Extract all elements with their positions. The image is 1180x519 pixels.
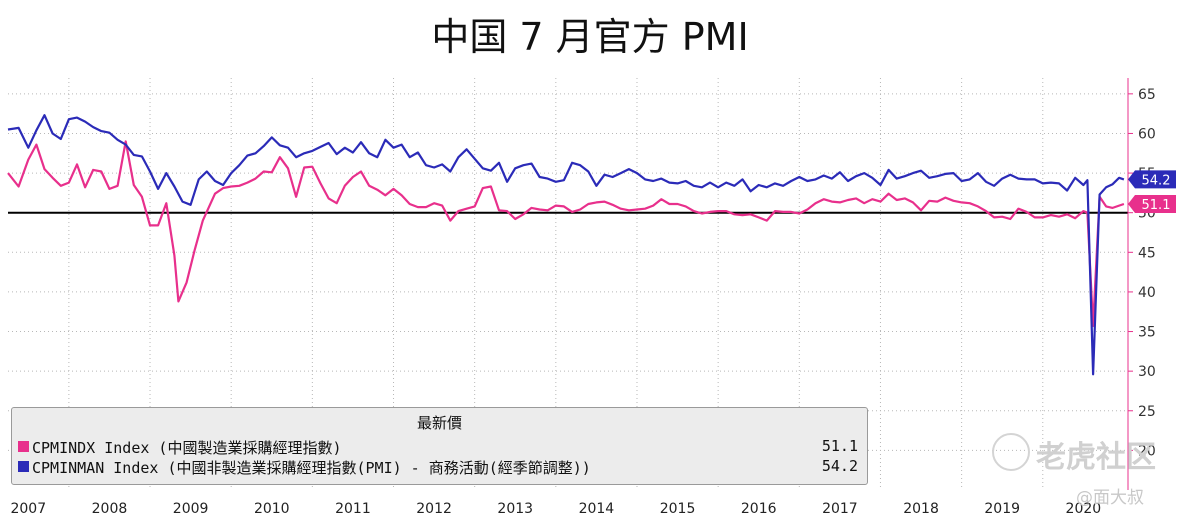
last-value-tag-bg-cpmindx [1128,194,1176,213]
chart-title: 中国 7 月官方 PMI [431,15,749,59]
x-tick-label-2017: 2017 [822,501,858,517]
series-line-cpminman [7,114,1125,376]
watermark-logo-icon [992,433,1030,471]
y-tick-label-60: 60 [1138,126,1156,142]
legend-label-cpmindx: CPMINDX Index (中國製造業採購經理指數) [32,439,342,457]
legend-swatch-cpmindx [18,441,29,452]
legend-header: 最新價 [416,414,462,432]
y-tick-label-45: 45 [1138,245,1156,261]
y-tick-label-25: 25 [1138,404,1156,420]
y-tick-label-20: 20 [1138,443,1156,459]
watermark-brand: 老虎社区 [1036,440,1156,475]
legend-item-cpminman: CPMINMAN Index (中國非製造業採購經理指數(PMI) - 商務活動… [18,457,858,477]
x-tick-label-2015: 2015 [660,501,696,517]
watermark-handle: @面大叔 [1076,488,1144,508]
legend-value-cpminman: 54.2 [821,457,858,475]
x-tick-label-2012: 2012 [416,501,452,517]
y-tick-label-40: 40 [1138,285,1156,301]
x-tick-label-2020: 2020 [1066,501,1102,517]
last-value-tag-cpmindx: 51.1 [1128,194,1176,213]
y-tick-label-35: 35 [1138,325,1156,341]
last-value-label-cpminman: 54.2 [1142,173,1171,188]
x-tick-label-2011: 2011 [335,501,371,517]
x-tick-label-2014: 2014 [579,501,615,517]
x-tick-label-2010: 2010 [254,501,290,517]
x-tick-label-2013: 2013 [497,501,533,517]
y-tick-label-30: 30 [1138,364,1156,380]
legend-item-cpmindx: CPMINDX Index (中國製造業採購經理指數) 51.1 [18,437,858,457]
last-value-label-cpmindx: 51.1 [1142,198,1171,213]
x-tick-label-2016: 2016 [741,501,777,517]
legend-label-cpminman: CPMINMAN Index (中國非製造業採購經理指數(PMI) - 商務活動… [32,459,591,477]
legend-swatch-cpminman [18,461,29,472]
x-tick-label-2019: 2019 [984,501,1020,517]
x-tick-label-2007: 2007 [10,501,46,517]
series-line-cpmindx [7,140,1125,328]
legend-box: 最新價 CPMINDX Index (中國製造業採購經理指數) 51.1 CPM… [11,407,868,485]
x-tick-label-2009: 2009 [173,501,209,517]
last-value-tag-bg-cpminman [1128,170,1176,189]
y-tick-label-65: 65 [1138,87,1156,103]
legend-value-cpmindx: 51.1 [821,437,858,455]
x-tick-label-2018: 2018 [903,501,939,517]
last-value-tag-cpminman: 54.2 [1128,170,1176,189]
x-tick-label-2008: 2008 [92,501,128,517]
